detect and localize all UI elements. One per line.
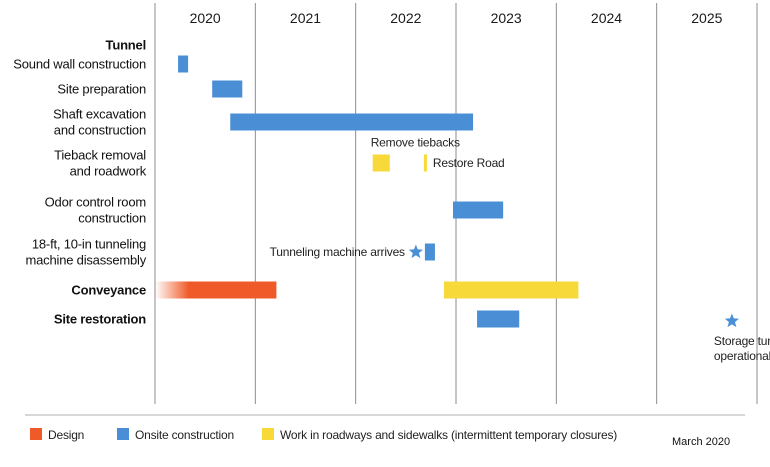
task-bars: Remove tiebacks Restore Road — [155, 55, 579, 328]
onsite-bar — [452, 201, 504, 219]
milestone-label: Storage tunnel — [714, 334, 770, 348]
row-conveyance-label: Conveyance — [71, 283, 146, 298]
milestone-label: Tunneling machine arrives — [270, 245, 405, 259]
legend-label-roadway: Work in roadways and sidewalks (intermit… — [280, 428, 617, 442]
date-note: March 2020 — [672, 436, 730, 448]
row-tieback-label: and roadwork — [70, 164, 147, 179]
legend-label-onsite: Onsite construction — [135, 428, 234, 442]
onsite-bar — [178, 55, 189, 73]
row-tieback-label: Tieback removal — [54, 148, 146, 163]
year-label: 2025 — [691, 10, 722, 26]
milestone-star-icon — [408, 244, 423, 259]
onsite-bar — [230, 113, 474, 131]
row-shaft-label: Shaft excavation — [53, 107, 146, 122]
milestone-label: operational — [714, 349, 770, 363]
design-bar — [155, 281, 277, 299]
roadway-bar — [443, 281, 579, 299]
year-label: 2023 — [491, 10, 522, 26]
row-shaft-label: and construction — [54, 123, 146, 138]
year-label: 2020 — [190, 10, 221, 26]
legend-label-design: Design — [48, 428, 84, 442]
roadway-bar — [423, 154, 427, 172]
year-label: 2021 — [290, 10, 321, 26]
row-site-restoration-label: Site restoration — [54, 312, 146, 327]
year-axis-labels: 2020 2021 2022 2023 2024 2025 — [190, 10, 723, 26]
year-gridlines — [154, 3, 758, 404]
legend-swatch-design — [30, 428, 42, 440]
row-odor-label: Odor control room — [45, 195, 146, 210]
row-sound-wall-label: Sound wall construction — [13, 57, 146, 72]
legend-swatch-roadway — [262, 428, 274, 440]
bar-annotation: Restore Road — [433, 156, 505, 170]
onsite-bar — [477, 310, 520, 328]
bar-annotation: Remove tiebacks — [371, 136, 460, 150]
row-odor-label: construction — [78, 211, 146, 226]
row-tunneling-label: 18-ft, 10-in tunneling — [32, 237, 146, 252]
onsite-bar — [212, 80, 243, 98]
roadway-bar — [372, 154, 390, 172]
row-tunnel-header-label: Tunnel — [106, 38, 146, 53]
row-site-prep-label: Site preparation — [57, 82, 146, 97]
year-label: 2024 — [591, 10, 622, 26]
legend: Design Onsite construction Work in roadway… — [30, 428, 618, 442]
milestones: Tunneling machine arrives Storage tunnelo… — [270, 244, 770, 363]
task-row-labels: Tunnel Sound wall construction Site prepar… — [13, 38, 147, 327]
legend-swatch-onsite — [117, 428, 129, 440]
onsite-bar — [424, 243, 435, 261]
milestone-star-icon — [724, 313, 739, 328]
row-tunneling-label: machine disassembly — [26, 253, 147, 268]
year-label: 2022 — [390, 10, 421, 26]
